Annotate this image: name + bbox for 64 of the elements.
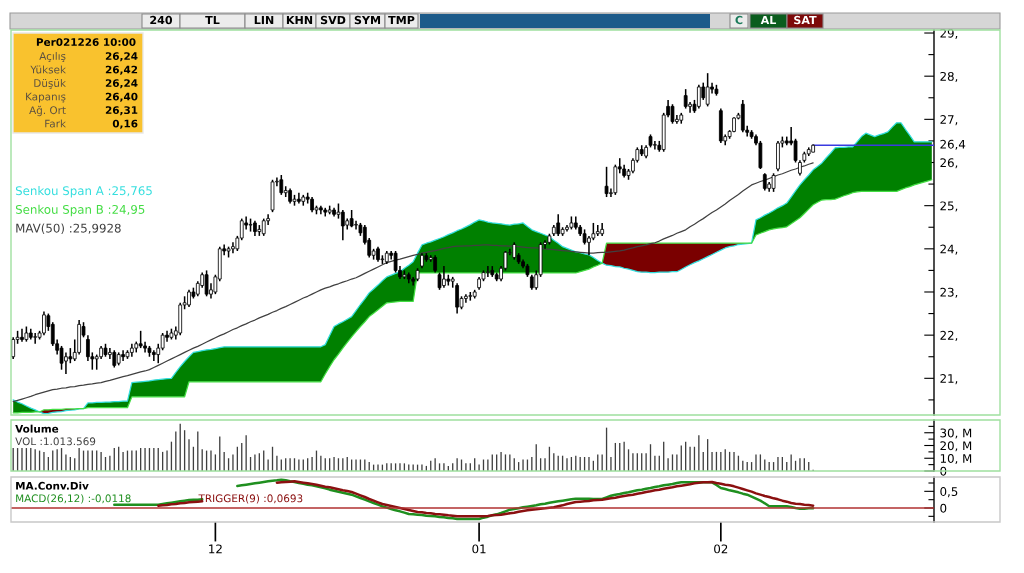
y-tick-label: 24,	[940, 244, 958, 255]
candlestick	[151, 349, 156, 362]
text: TL	[205, 15, 220, 25]
series-label: VOL :1.013.569	[15, 437, 96, 446]
annotation: Açılış	[39, 51, 66, 62]
text: SYM	[354, 15, 381, 25]
text: LIN	[254, 15, 274, 25]
annotation: 26,24	[105, 79, 138, 89]
y-tick-label: 26,	[940, 158, 958, 169]
text: SVD	[320, 15, 346, 25]
text: 240	[150, 15, 173, 25]
y-tick-label: 30, M	[940, 428, 972, 439]
annotation: Fark	[45, 119, 66, 128]
text: Senkou Span A :25,765	[15, 185, 152, 198]
y-tick-label: 23,	[940, 287, 958, 298]
candlestick	[595, 224, 600, 237]
y-tick-label: 0,5	[940, 487, 958, 498]
series-label: MACD(26,12) :-0,0118	[16, 494, 131, 504]
line-series	[12, 179, 933, 414]
x-tick-label: 12	[209, 544, 222, 554]
candlestick	[696, 84, 701, 110]
series-label: TRIGGER(9) :0,0693	[198, 494, 303, 504]
chart-title: Volume	[15, 424, 59, 433]
candlestick	[670, 103, 675, 125]
text: SAT	[794, 15, 817, 25]
annotation: 26,31	[105, 106, 138, 116]
y-tick-label: 27,	[940, 115, 958, 126]
y-tick-label: 10, M	[940, 453, 972, 465]
candlestick	[279, 174, 284, 196]
text: KHN	[286, 15, 313, 25]
candlestick	[771, 172, 776, 193]
x-tick-label: 01	[472, 544, 486, 554]
y-tick-label: 0	[940, 466, 947, 476]
annotation: 26,40	[105, 92, 138, 102]
annotation: Per021226 10:00	[36, 38, 136, 47]
y-tick-label: 0	[940, 503, 947, 513]
annotation: 26,42	[105, 65, 138, 75]
text: AL	[760, 15, 777, 25]
ref-line-label: 26,4	[940, 139, 966, 150]
y-tick-label: 20, M	[940, 441, 972, 452]
text: MAV(50) :25,9928	[16, 223, 121, 235]
candlestick	[204, 269, 209, 298]
candlestick	[33, 332, 38, 345]
annotation: 0,16	[112, 119, 138, 129]
candlestick	[705, 72, 710, 108]
chart-title: MA.Conv.Div	[16, 481, 89, 490]
y-tick-label: 29,	[940, 28, 958, 39]
annotation: Düşük	[34, 78, 66, 89]
annotation: 26,24	[105, 52, 138, 62]
candlestick	[683, 88, 688, 110]
x-tick-label: 02	[714, 544, 728, 554]
y-tick-label: 22,	[940, 330, 958, 342]
annotation: Ağ. Ort	[29, 105, 66, 117]
candlestick	[556, 213, 561, 237]
candlestick	[340, 209, 345, 241]
y-tick-label: 28,	[940, 71, 958, 83]
text: C	[735, 15, 743, 25]
y-tick-label: 21,	[940, 374, 958, 385]
text: TMP	[388, 15, 415, 25]
text: Senkou Span B :24,95	[15, 204, 145, 217]
candlestick	[604, 166, 609, 198]
annotation: Yüksek	[30, 65, 66, 74]
annotation: Kapanış	[26, 92, 66, 103]
y-tick-label: 25,	[940, 201, 958, 212]
